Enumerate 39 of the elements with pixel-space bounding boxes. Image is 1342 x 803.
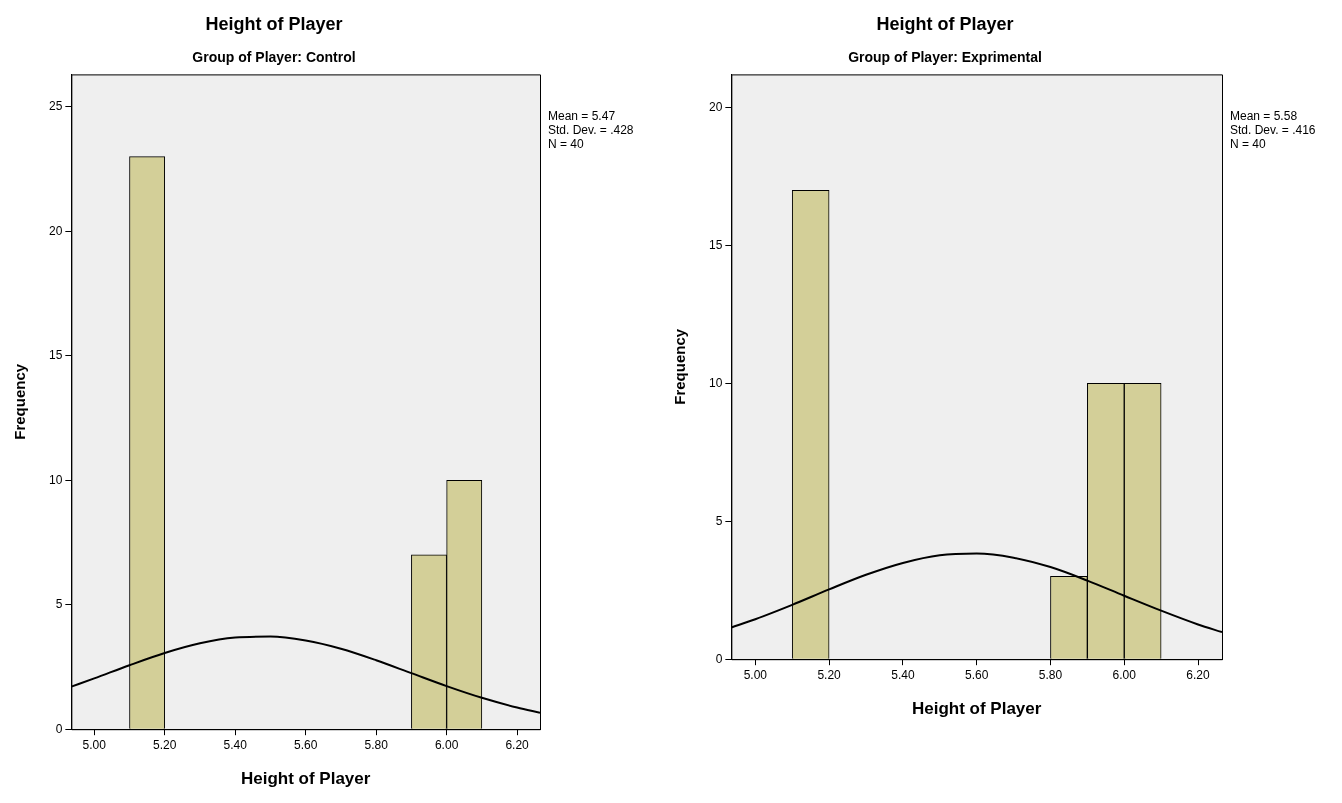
y-tick-label: 15 [48, 348, 63, 363]
y-tick-label: 0 [715, 651, 723, 666]
x-tick-label: 5.00 [82, 737, 107, 752]
y-tick-label: 0 [55, 721, 63, 736]
x-tick-label: 5.60 [293, 737, 318, 752]
x-tick-label: 6.00 [1112, 667, 1137, 682]
text: N = 40 [1230, 136, 1267, 151]
text: N = 40 [548, 136, 585, 151]
x-tick-label: 5.40 [891, 667, 915, 682]
x-tick-label: 5.20 [817, 667, 842, 682]
x-axis-title: Height of Player [240, 769, 371, 789]
x-tick-label: 5.80 [1038, 667, 1063, 682]
y-axis-title: Frequency [11, 363, 29, 440]
x-tick-label: 5.20 [153, 737, 177, 752]
chart-subtitle: Group of Player: Control [192, 48, 356, 65]
x-tick-label: 5.60 [964, 667, 989, 682]
text: Mean = 5.47 [548, 108, 616, 123]
text: Mean = 5.58 [1230, 108, 1298, 123]
x-tick-label: 5.80 [364, 737, 389, 752]
x-tick-label: 5.00 [743, 667, 768, 682]
y-axis-title: Frequency [671, 328, 689, 405]
y-tick-label: 5 [715, 513, 723, 528]
y-tick-label: 25 [48, 99, 63, 114]
y-tick-label: 15 [708, 237, 723, 252]
y-tick-label: 20 [48, 223, 63, 238]
y-tick-label: 10 [48, 472, 63, 487]
chart-subtitle: Group of Player: Exprimental [848, 48, 1042, 65]
chart-title: Height of Player [876, 13, 1014, 34]
chart-title: Height of Player [205, 13, 343, 34]
x-tick-label: 5.40 [223, 737, 248, 752]
x-axis-title: Height of Player [911, 699, 1042, 719]
x-tick-label: 6.00 [434, 737, 459, 752]
y-tick-label: 5 [55, 597, 63, 612]
text: Std. Dev. = .416 [1230, 122, 1316, 137]
x-tick-label: 6.20 [505, 737, 530, 752]
text: Std. Dev. = .428 [548, 122, 634, 137]
y-tick-label: 10 [708, 375, 723, 390]
y-tick-label: 20 [708, 99, 723, 114]
x-tick-label: 6.20 [1186, 667, 1211, 682]
